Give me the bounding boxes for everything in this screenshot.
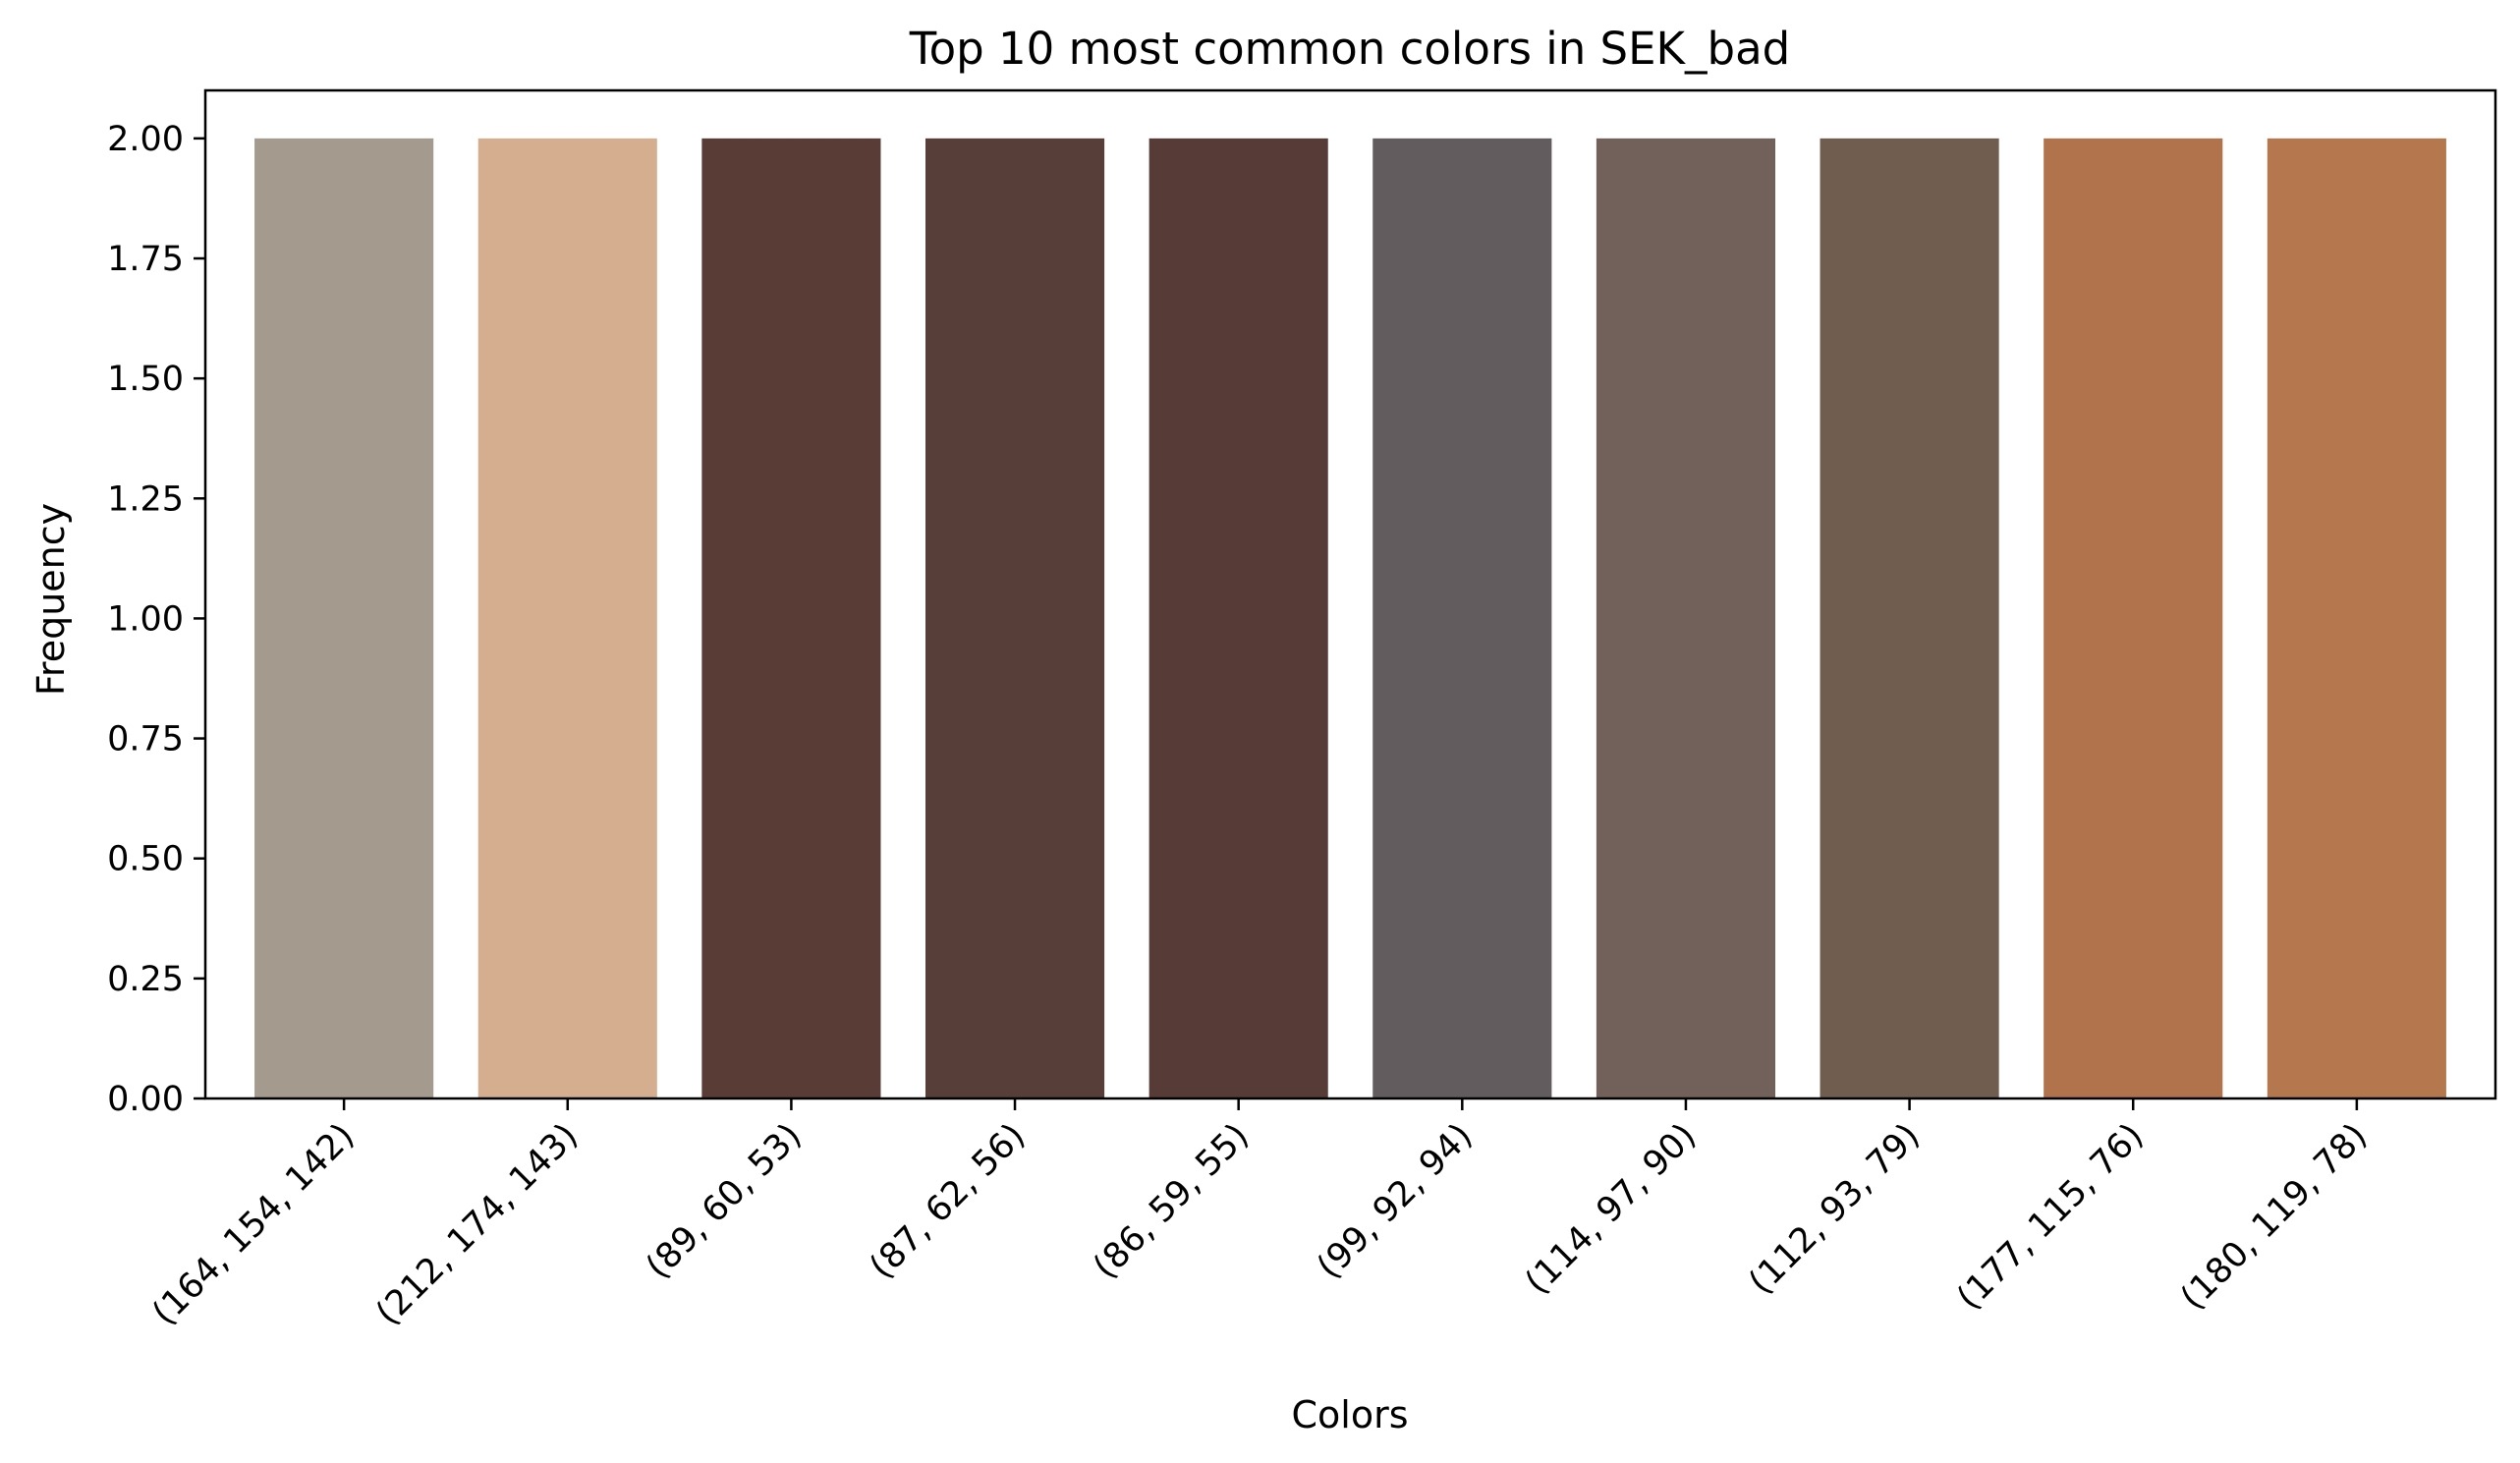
x-tick-label: (114, 97, 90): [1518, 1116, 1704, 1302]
x-axis-label: Colors: [1291, 1393, 1408, 1436]
x-tick-label: (212, 174, 143): [368, 1116, 586, 1333]
bar: [1596, 138, 1776, 1098]
x-axis: (164, 154, 142) (212, 174, 143) (89, 60, 5…: [145, 1098, 2375, 1333]
bar: [2044, 138, 2223, 1098]
chart-title: Top 10 most common colors in SEK_bad: [909, 23, 1790, 75]
y-tick-label: 0.75: [107, 720, 184, 760]
bar: [924, 138, 1105, 1098]
x-tick-label: (177, 115, 76): [1950, 1116, 2152, 1318]
x-tick-label: (99, 92, 94): [1310, 1116, 1481, 1287]
x-tick-label: (89, 60, 53): [639, 1116, 810, 1287]
y-tick-label: 1.00: [107, 599, 184, 639]
bar: [254, 138, 434, 1098]
x-tick-label: (86, 59, 55): [1087, 1116, 1258, 1287]
bar: [2267, 138, 2446, 1098]
plot-frame: [203, 88, 2497, 1100]
bar: [1148, 138, 1328, 1098]
x-tick-label: (87, 62, 56): [863, 1116, 1034, 1287]
bar: [1372, 138, 1552, 1098]
y-tick-label: 1.75: [107, 240, 184, 279]
y-tick-label: 1.25: [107, 479, 184, 519]
bars: [254, 138, 2446, 1098]
y-tick-label: 0.50: [107, 840, 184, 879]
bar: [1820, 138, 1999, 1098]
bar: [477, 138, 657, 1098]
y-tick-label: 2.00: [107, 120, 184, 159]
y-tick-label: 1.50: [107, 360, 184, 399]
bar: [701, 138, 881, 1098]
plot-area: [203, 88, 2497, 1100]
x-tick-label: (164, 154, 142): [145, 1116, 363, 1333]
y-axis-label: Frequency: [29, 503, 73, 696]
x-tick-label: (180, 119, 78): [2173, 1116, 2375, 1318]
x-tick-label: (112, 93, 79): [1742, 1116, 1928, 1302]
y-tick-label: 0.25: [107, 960, 184, 999]
y-tick-label: 0.00: [107, 1080, 184, 1119]
y-axis: 0.00 0.25 0.50 0.75 1.00 1.25 1.50 1.75 2.00: [107, 120, 205, 1119]
